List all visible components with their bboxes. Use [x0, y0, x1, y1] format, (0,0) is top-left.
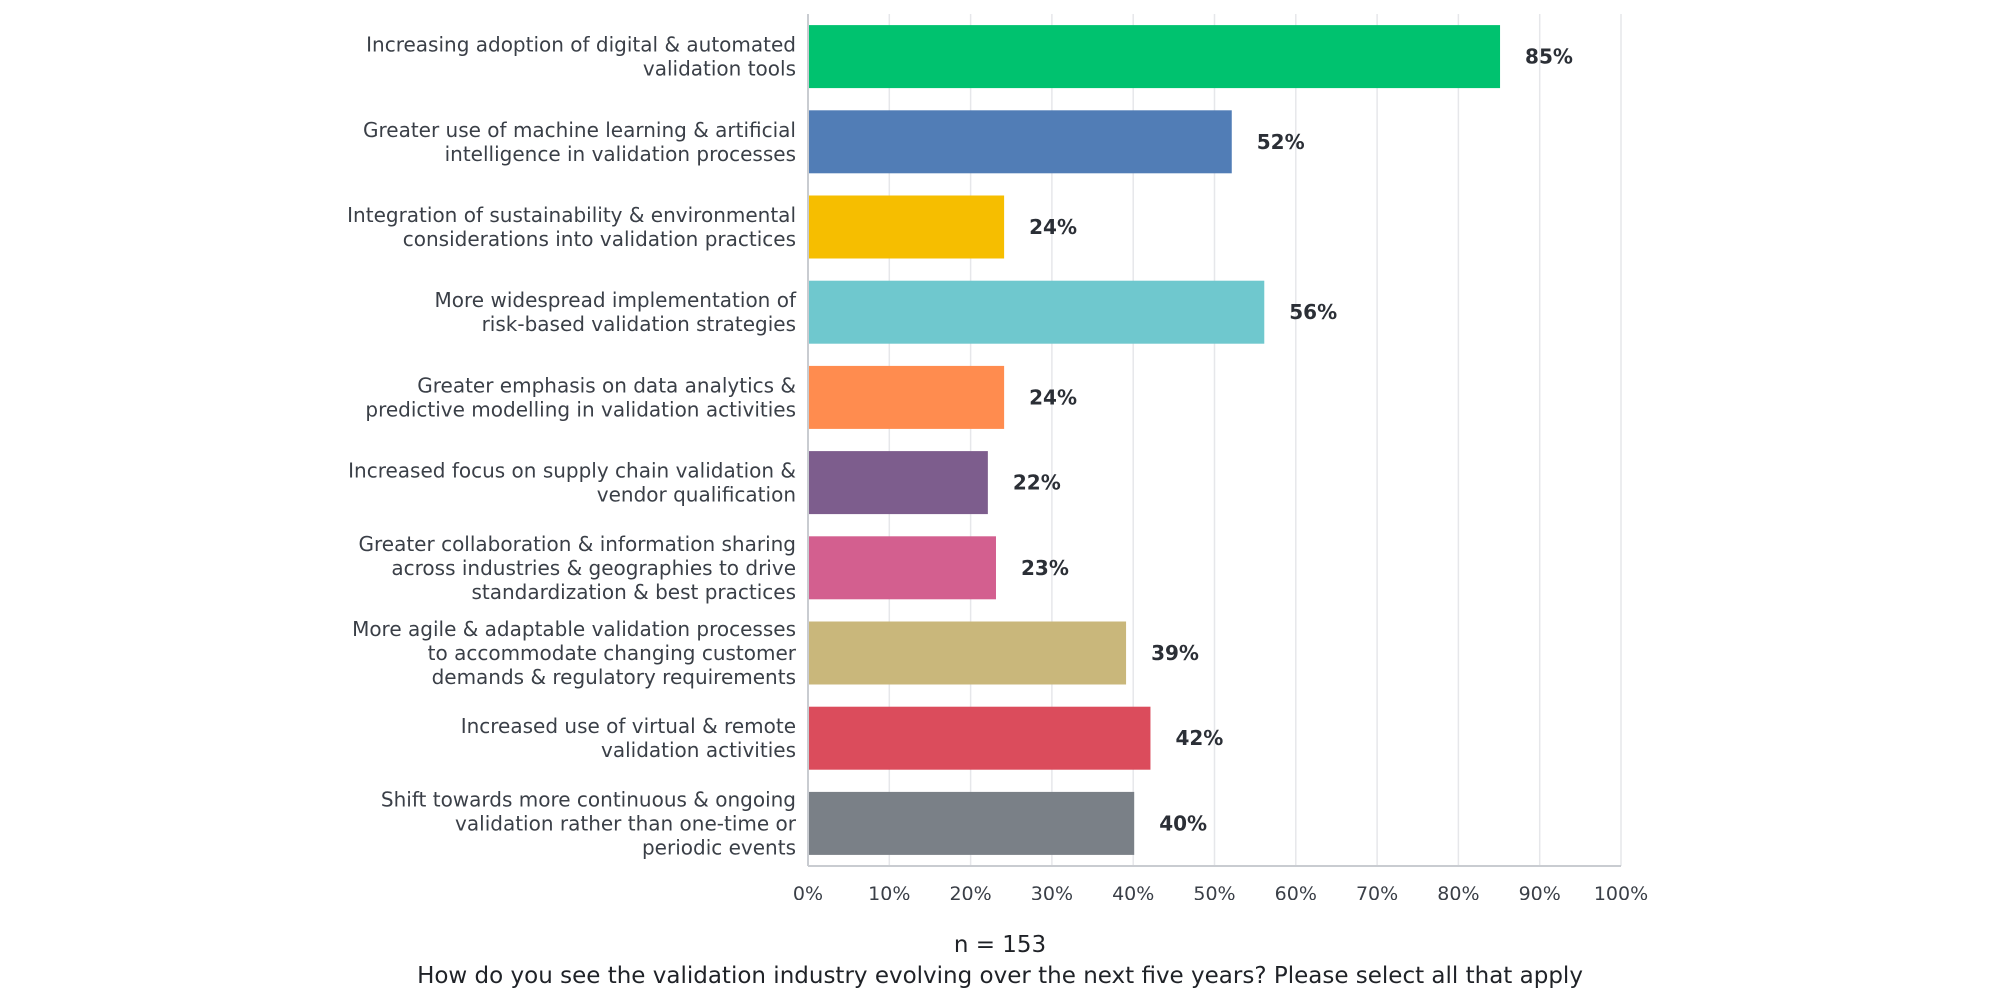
data-label: 24%: [1029, 385, 1077, 409]
bar: [809, 706, 1151, 770]
sample-size-label: n = 153: [953, 932, 1047, 958]
data-label: 24%: [1029, 215, 1077, 239]
survey-question: How do you see the validation industry e…: [417, 963, 1583, 989]
x-tick-label: 90%: [1519, 883, 1561, 900]
bar: [809, 621, 1127, 685]
bars: [809, 25, 1501, 855]
category-label: Greater emphasis on data analytics & pred…: [365, 373, 796, 421]
data-labels: 85% 52% 24% 56% 24% 22% 23% 39% 42% 40%: [1013, 45, 1573, 836]
category-label: Increasing adoption of digital & automat…: [366, 33, 796, 81]
bar: [809, 791, 1135, 855]
axes: [807, 14, 1621, 867]
bar-chart: Increasing adoption of digital & automat…: [347, 14, 1648, 900]
category-label: Greater collaboration & information shar…: [359, 532, 797, 604]
category-label: More agile & adaptable validation proces…: [352, 617, 797, 689]
x-tick-label: 60%: [1275, 883, 1317, 900]
x-tick-labels: 0% 10% 20% 30% 40% 50% 60% 70% 80% 90% 100%: [793, 883, 1648, 900]
data-label: 85%: [1525, 45, 1573, 69]
data-label: 39%: [1151, 641, 1199, 665]
x-tick-label: 50%: [1193, 883, 1235, 900]
x-tick-label: 100%: [1594, 883, 1648, 900]
data-label: 22%: [1013, 471, 1061, 495]
data-label: 56%: [1289, 300, 1337, 324]
bar: [809, 365, 1005, 429]
bar: [809, 280, 1265, 344]
data-label: 52%: [1257, 130, 1305, 154]
x-tick-label: 70%: [1356, 883, 1398, 900]
data-label: 40%: [1159, 811, 1207, 835]
bar: [809, 110, 1232, 174]
category-label: Integration of sustainability & environm…: [347, 203, 796, 251]
x-tick-label: 20%: [949, 883, 991, 900]
x-tick-label: 30%: [1031, 883, 1073, 900]
category-labels: Increasing adoption of digital & automat…: [347, 33, 797, 860]
category-label: Shift towards more continuous & ongoing v…: [381, 787, 797, 859]
bar: [809, 451, 988, 515]
data-label: 42%: [1175, 726, 1223, 750]
x-tick-label: 0%: [793, 883, 823, 900]
category-label: Greater use of machine learning & artifi…: [363, 118, 796, 166]
x-tick-label: 10%: [868, 883, 910, 900]
category-label: Increased use of virtual & remote validat…: [461, 714, 796, 762]
bar: [809, 25, 1501, 89]
category-label: More widespread implementation of risk-ba…: [435, 288, 797, 336]
bar: [809, 195, 1005, 259]
x-tick-label: 80%: [1437, 883, 1479, 900]
x-tick-label: 40%: [1112, 883, 1154, 900]
data-label: 23%: [1021, 556, 1069, 580]
bar: [809, 536, 996, 600]
category-label: Increased focus on supply chain validati…: [348, 459, 796, 507]
